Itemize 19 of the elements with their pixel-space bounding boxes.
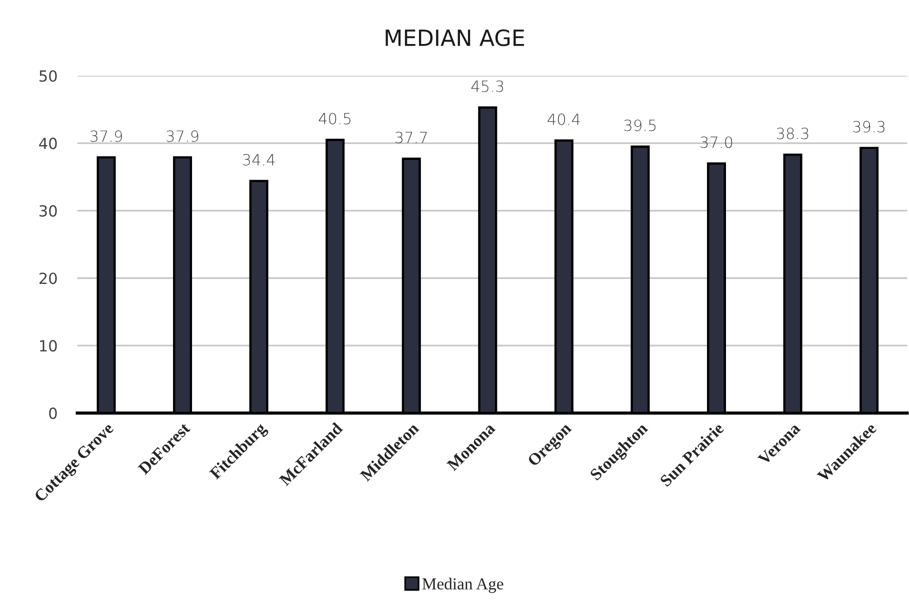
y-tick-label: 20 — [40, 272, 57, 284]
y-tick-label: 40 — [39, 138, 57, 150]
y-tick-label: 50 — [40, 70, 57, 82]
data-label: 39.3 — [853, 120, 884, 132]
y-tick-label: 0 — [49, 408, 57, 420]
data-label: 40.4 — [548, 114, 580, 126]
legend-label: Median Age — [422, 578, 504, 593]
data-label: 37.0 — [700, 136, 732, 148]
data-label: 37.9 — [90, 130, 122, 142]
y-tick-label: 10 — [40, 340, 57, 352]
data-label: 38.3 — [776, 128, 808, 140]
data-label: 34.4 — [242, 154, 275, 166]
data-label: 37.7 — [396, 132, 427, 144]
chart-title: MEDIAN AGE — [386, 29, 524, 46]
y-tick-label: 30 — [40, 205, 57, 217]
data-label: 39.5 — [624, 120, 656, 132]
data-label: 40.5 — [318, 112, 350, 124]
data-label: 37.9 — [166, 130, 198, 142]
data-label: 45.3 — [471, 80, 504, 92]
